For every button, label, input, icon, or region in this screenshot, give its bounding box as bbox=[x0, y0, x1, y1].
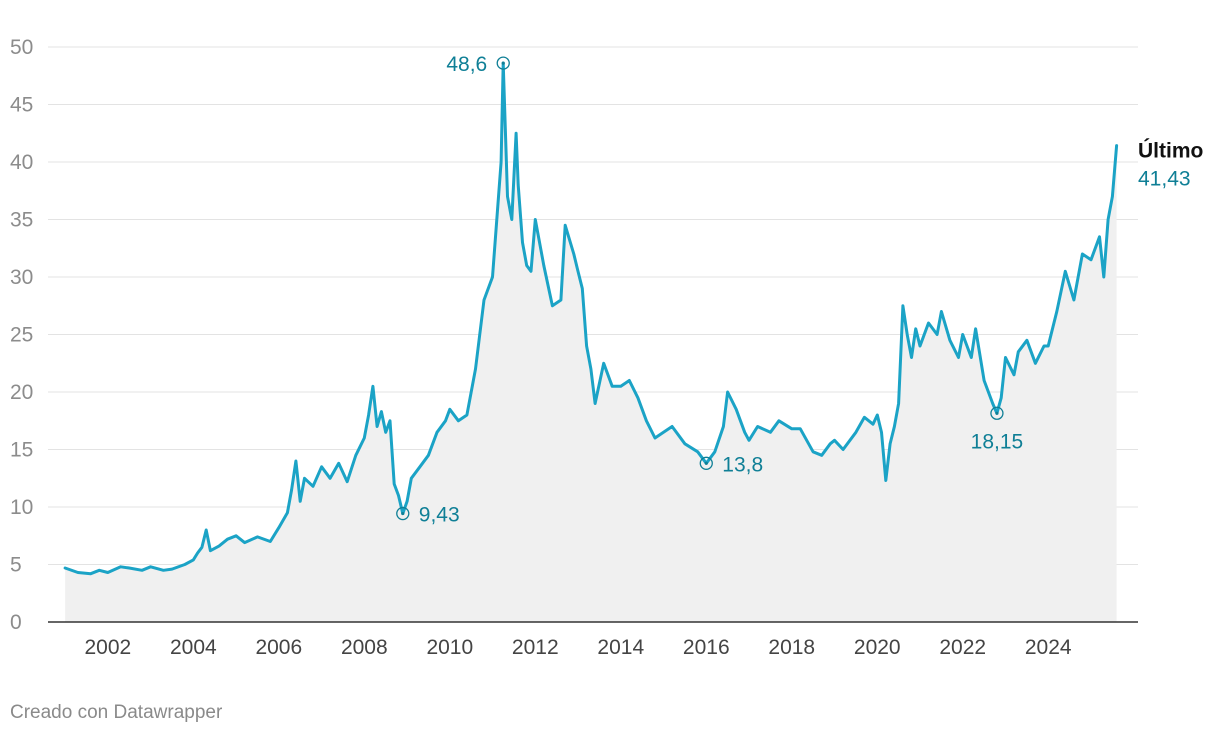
last-value-title: Último bbox=[1138, 139, 1203, 163]
y-tick-label: 35 bbox=[10, 209, 33, 232]
x-tick-label: 2018 bbox=[768, 636, 815, 659]
annotation-label: 18,15 bbox=[971, 430, 1024, 453]
y-tick-label: 15 bbox=[10, 439, 33, 462]
x-tick-label: 2016 bbox=[683, 636, 730, 659]
x-tick-label: 2020 bbox=[854, 636, 901, 659]
annotation-dot bbox=[501, 61, 505, 65]
y-tick-label: 45 bbox=[10, 94, 33, 117]
annotation-marker bbox=[990, 406, 1004, 420]
x-tick-label: 2012 bbox=[512, 636, 559, 659]
last-value: 41,43 bbox=[1138, 168, 1191, 191]
x-tick-label: 2010 bbox=[426, 636, 473, 659]
x-axis: 2002 2004 2006 2008 2010 2012 2014 2016 2018 2020… bbox=[84, 636, 1071, 659]
annotation-marker bbox=[699, 456, 713, 470]
annotation-marker bbox=[496, 56, 510, 70]
y-tick-label: 25 bbox=[10, 324, 33, 347]
y-axis: 0 5 10 15 20 25 30 35 40 45 50 bbox=[10, 36, 33, 634]
annotation-dot bbox=[704, 461, 708, 465]
grid-lines bbox=[48, 46, 1138, 565]
y-tick-label: 0 bbox=[10, 611, 22, 634]
x-tick-label: 2024 bbox=[1025, 636, 1072, 659]
y-tick-label: 5 bbox=[10, 554, 22, 577]
y-tick-label: 50 bbox=[10, 36, 33, 59]
footer-credit: Creado con Datawrapper bbox=[10, 702, 223, 723]
x-tick-label: 2008 bbox=[341, 636, 388, 659]
y-tick-label: 30 bbox=[10, 266, 33, 289]
annotation-dot bbox=[995, 411, 999, 415]
x-tick-label: 2014 bbox=[597, 636, 644, 659]
x-tick-label: 2022 bbox=[939, 636, 986, 659]
annotation-marker bbox=[396, 506, 410, 521]
x-tick-label: 2006 bbox=[255, 636, 302, 659]
y-tick-label: 20 bbox=[10, 381, 33, 404]
annotation-dot bbox=[401, 511, 405, 516]
series-area bbox=[65, 63, 1117, 623]
chart: 0 5 10 15 20 25 30 35 40 45 50 2002 2004 2006 2008 201… bbox=[10, 36, 1203, 659]
x-tick-label: 2004 bbox=[170, 636, 217, 659]
annotations: 48,6 9,43 13,8 18,15 Último 41,43 bbox=[396, 53, 1203, 527]
series-line bbox=[63, 61, 1119, 576]
y-tick-label: 40 bbox=[10, 151, 33, 174]
line-layer bbox=[63, 61, 1119, 576]
annotation-label: 48,6 bbox=[446, 53, 487, 76]
x-tick-label: 2002 bbox=[84, 636, 131, 659]
annotation-label: 9,43 bbox=[419, 504, 460, 527]
area-layer bbox=[48, 63, 1138, 623]
annotation-label: 13,8 bbox=[722, 453, 763, 476]
y-tick-label: 10 bbox=[10, 496, 33, 519]
